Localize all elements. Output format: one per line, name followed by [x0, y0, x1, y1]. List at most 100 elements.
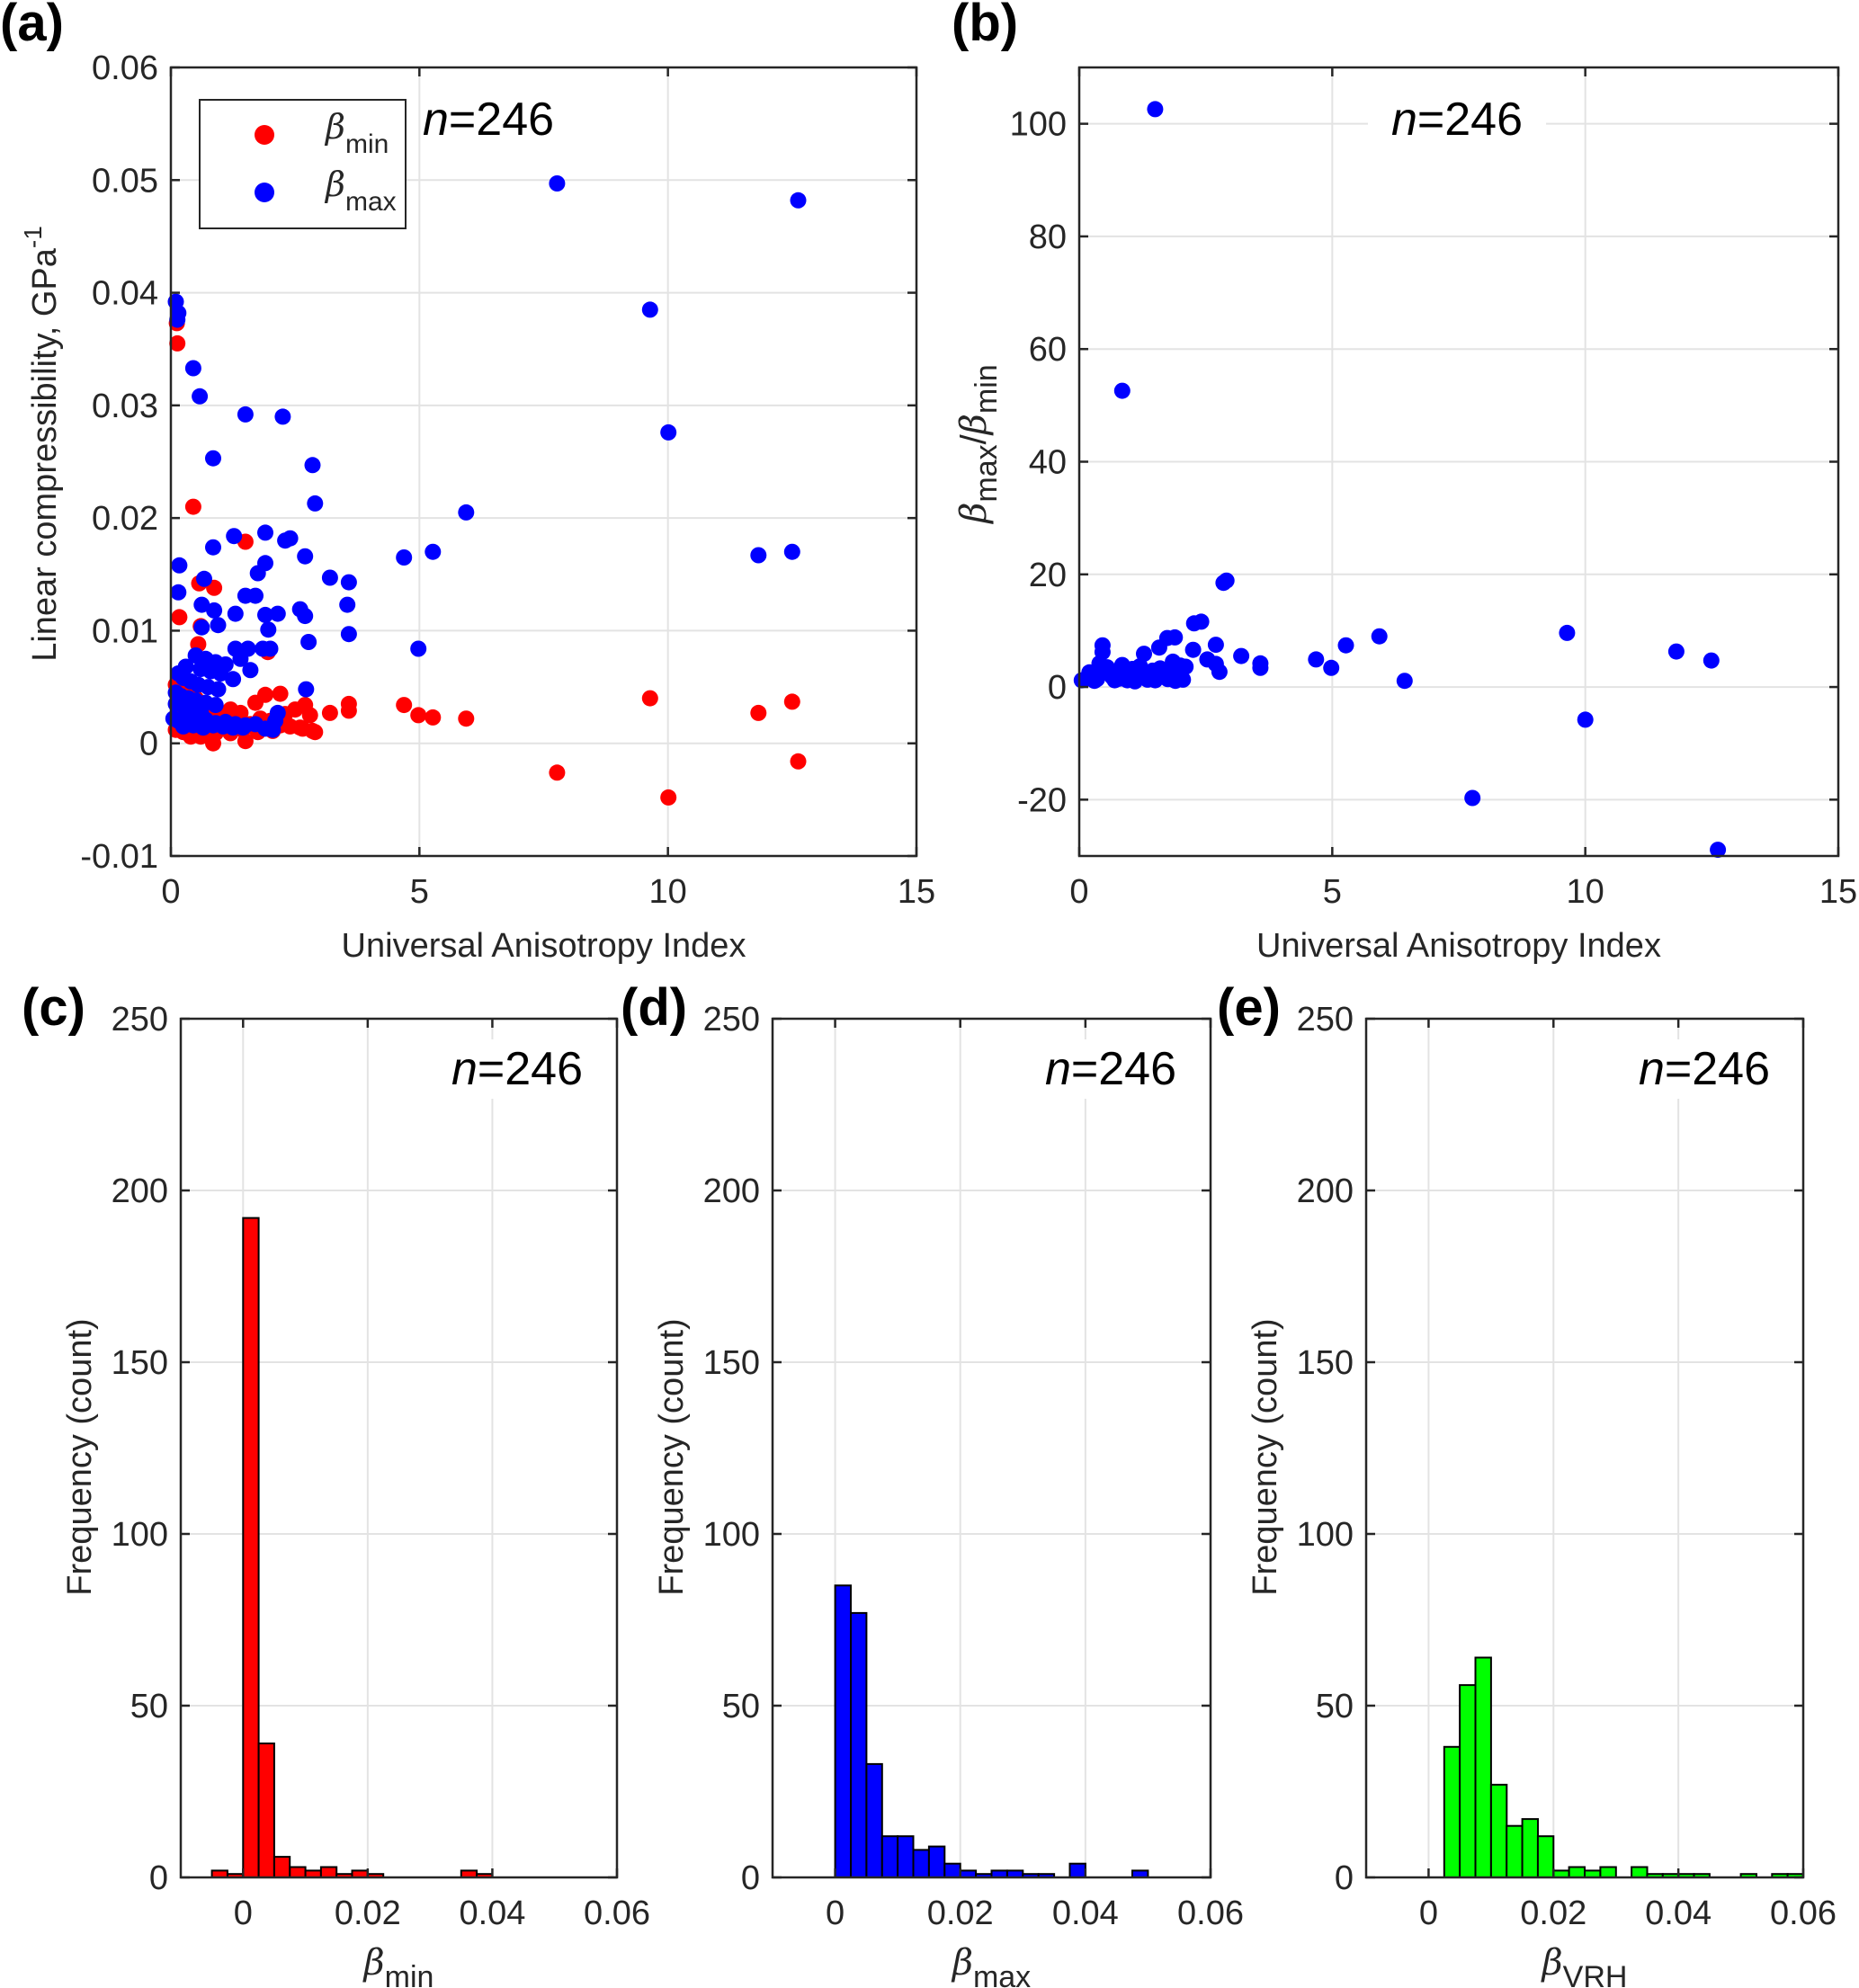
histogram-bar: [242, 1217, 260, 1878]
y-axis-label-part: max: [970, 444, 1004, 502]
x-axis-label: Universal Anisotropy Index: [342, 927, 746, 965]
y-axis-label: βmax/βmin: [953, 364, 1004, 524]
data-point: [257, 524, 273, 541]
data-point: [297, 548, 314, 565]
data-point: [170, 584, 187, 601]
histogram-bar: [912, 1849, 930, 1878]
y-tick-label: 100: [703, 1516, 760, 1554]
data-point: [205, 539, 221, 556]
histogram-bar: [1459, 1684, 1477, 1878]
data-point: [425, 709, 442, 726]
x-tick-label: 0: [1419, 1894, 1438, 1932]
y-tick-label: 250: [112, 1001, 168, 1039]
y-tick-label: 0.03: [92, 388, 158, 425]
data-point: [641, 690, 658, 707]
y-axis-label-superscript: -1: [19, 226, 47, 248]
y-tick-label: 0.06: [92, 49, 158, 87]
panel-c: (c) n=246 0 0.02 0.04 0.06 0 50 100 150 200 250 βmin…: [22, 978, 650, 1988]
series-first: [1073, 101, 1727, 859]
data-point: [237, 406, 254, 423]
data-point: [1166, 628, 1184, 646]
x-axis-label-subscript: min: [385, 1960, 434, 1988]
data-point: [207, 697, 224, 714]
histogram-bar: [927, 1845, 946, 1879]
histogram-bar: [1506, 1824, 1524, 1878]
histogram-bar: [1568, 1866, 1586, 1878]
data-point: [257, 606, 273, 623]
data-point: [247, 587, 264, 604]
x-tick-label: 15: [898, 873, 935, 911]
x-tick-label: 0.04: [1052, 1894, 1119, 1932]
plot-area: [1366, 1019, 1803, 1877]
data-point: [660, 789, 677, 806]
annotation-value: =246: [1071, 1043, 1176, 1095]
y-axis-label: Frequency (count): [61, 1318, 99, 1595]
data-point: [212, 665, 229, 682]
histogram-bar: [257, 1743, 275, 1878]
legend-marker: [255, 183, 274, 202]
histogram-bar: [1474, 1656, 1492, 1878]
y-tick-label: 100: [1010, 106, 1067, 144]
data-point: [1710, 842, 1727, 859]
ticks: 0 0.02 0.04 0.06 0 50 100 150 200 250: [703, 1001, 1244, 1932]
histogram-bars: [1443, 1656, 1804, 1879]
x-axis-label-subscript: max: [973, 1960, 1031, 1988]
annotation-italic-n: n: [1045, 1043, 1071, 1095]
panel-label: (a): [0, 0, 64, 52]
y-tick-label: 150: [1297, 1344, 1354, 1382]
x-tick-label: 0: [826, 1894, 845, 1932]
data-point: [205, 450, 221, 467]
sample-size-annotation: n=246: [451, 1043, 583, 1095]
panel-label: (b): [952, 0, 1018, 52]
histogram-bar: [1599, 1866, 1617, 1878]
data-point: [1126, 673, 1143, 690]
x-tick-label: 0.06: [1770, 1894, 1837, 1932]
annotation-background: [1021, 1039, 1200, 1099]
histogram-bar: [1536, 1835, 1555, 1878]
data-point: [549, 764, 566, 781]
data-point: [425, 543, 442, 560]
data-point: [396, 697, 413, 714]
annotation-value: =246: [478, 1043, 583, 1095]
annotation-italic-n: n: [1391, 94, 1417, 146]
legend-label: βmin: [324, 107, 389, 159]
axes-frame: [179, 1017, 619, 1879]
x-axis-label-subscript: VRH: [1563, 1960, 1628, 1988]
data-point: [340, 702, 357, 719]
y-tick-label: 0: [149, 1859, 168, 1897]
data-point: [304, 457, 321, 474]
x-tick-label: 0: [234, 1894, 253, 1932]
x-tick-label: 10: [649, 873, 687, 911]
data-point: [300, 634, 317, 650]
y-tick-label: 100: [1297, 1516, 1354, 1554]
data-point: [307, 724, 324, 741]
data-point: [298, 681, 315, 698]
y-tick-label: 60: [1029, 331, 1067, 369]
data-point: [750, 547, 767, 564]
y-tick-label: 100: [112, 1516, 168, 1554]
x-tick-label: 0.02: [335, 1894, 401, 1932]
data-point: [790, 192, 807, 209]
data-point: [1184, 641, 1202, 658]
y-axis-label-part: β: [953, 414, 995, 436]
data-point: [1667, 643, 1685, 660]
y-tick-label: 50: [722, 1688, 760, 1725]
data-point: [1172, 657, 1189, 674]
data-point: [1233, 647, 1250, 664]
data-point: [1371, 628, 1388, 645]
y-tick-label: -20: [1017, 781, 1067, 819]
y-axis-label: Frequency (count): [653, 1318, 691, 1595]
panel-e: (e) n=246 0 0.02 0.04 0.06 0 50 100 150 200 250 βVRH…: [1217, 978, 1837, 1988]
data-point: [1218, 572, 1235, 589]
data-point: [169, 311, 186, 328]
data-point: [641, 301, 658, 318]
data-point: [1396, 673, 1413, 690]
histogram-bar: [1443, 1745, 1461, 1879]
legend-marker: [255, 125, 274, 145]
data-point: [549, 175, 566, 192]
x-axis-label-symbol: β: [1541, 1942, 1563, 1984]
annotation-background: [427, 1039, 606, 1099]
data-point: [1166, 673, 1184, 690]
